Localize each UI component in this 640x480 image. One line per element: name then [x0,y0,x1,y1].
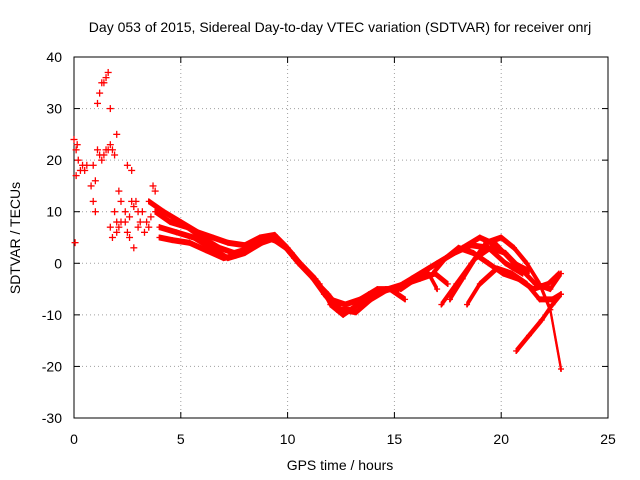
y-tick-label: 20 [46,152,62,168]
axis-ticks: 0 5 10 15 20 25 -30 -20 -10 0 10 20 30 40 [42,49,616,447]
plot-frame [73,56,609,419]
series-track-d [156,234,451,316]
series-line [400,275,438,293]
series-track-i [397,270,441,293]
y-tick-label: -10 [42,307,62,323]
x-axis-label: GPS time / hours [287,457,394,473]
y-tick-label: 30 [46,101,62,117]
series-line [466,268,562,307]
plot-area [70,68,565,373]
chart-title: Day 053 of 2015, Sidereal Day-to-day VTE… [89,19,591,35]
y-tick-label: 40 [46,49,62,65]
y-axis-label: SDTVAR / TECUs [7,182,23,294]
series-early-scatter [70,68,159,252]
x-tick-label: 20 [493,431,509,447]
series-track-f [438,234,565,373]
x-tick-label: 10 [280,431,296,447]
x-tick-label: 15 [387,431,403,447]
x-tick-label: 25 [600,431,616,447]
y-tick-label: 0 [54,255,62,271]
grid [74,57,608,418]
series-track-c [156,224,409,318]
series-line [158,238,449,316]
series-track-j [513,291,565,355]
series-line [148,201,524,307]
series-line [466,265,562,304]
y-tick-label: 10 [46,204,62,220]
y-tick-label: -30 [42,410,62,426]
x-tick-label: 0 [70,431,78,447]
series-line [466,266,562,305]
x-tick-label: 5 [177,431,185,447]
y-tick-label: -20 [42,358,62,374]
series-line [148,202,524,308]
series-track-g [446,244,565,303]
